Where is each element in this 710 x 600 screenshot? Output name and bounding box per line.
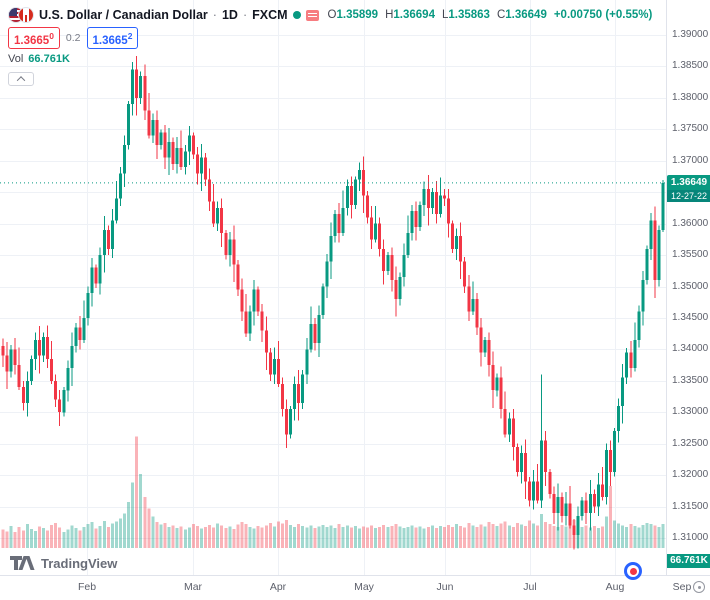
news-icon[interactable]	[305, 9, 319, 21]
time-axis-label: Sep	[672, 581, 692, 593]
tradingview-logo[interactable]: TradingView	[10, 556, 117, 571]
price-axis-label: 1.38500	[672, 60, 709, 72]
time-axis-label: Mar	[183, 581, 203, 593]
price-axis-label: 1.35000	[672, 280, 709, 292]
high-value: 1.36694	[393, 9, 435, 21]
chevron-up-icon	[16, 76, 26, 85]
change-value: +0.00750 (+0.55%)	[553, 9, 653, 21]
volume-layer	[1, 436, 665, 548]
spread-value: 0.2	[65, 32, 81, 44]
low-label: L	[441, 9, 449, 21]
price-axis-label: 1.37500	[672, 123, 709, 135]
volume-value-tag: 66.761K	[667, 554, 710, 568]
time-axis-label: Apr	[269, 581, 287, 593]
price-axis-label: 1.36000	[672, 217, 709, 229]
candlestick-plot[interactable]	[0, 0, 666, 575]
last-price-value: 1.36649	[670, 176, 708, 188]
ask-button[interactable]: 1.36652	[86, 26, 139, 50]
price-axis-label: 1.38000	[672, 91, 709, 103]
bar-countdown: 12-27-22	[667, 189, 710, 202]
price-axis-label: 1.33000	[672, 406, 709, 418]
volume-label: Vol	[8, 53, 24, 65]
bid-button[interactable]: 1.36650	[8, 26, 60, 50]
close-value: 1.36649	[505, 9, 547, 21]
tradingview-wordmark: TradingView	[41, 556, 118, 571]
price-axis-label: 1.31000	[672, 532, 709, 543]
price-axis-label: 1.33500	[672, 374, 709, 386]
open-label: O	[327, 9, 337, 21]
time-axis-label: Jun	[436, 581, 454, 593]
ohlc-values: O1.35899 H1.36694 L1.35863 C1.36649 +0.0…	[328, 9, 653, 21]
separator-dot: ·	[242, 8, 248, 22]
price-axis-label: 1.37000	[672, 154, 709, 166]
volume-value: 66.761K	[28, 53, 70, 65]
canada-flag-icon	[18, 7, 34, 23]
chart-canvas[interactable]	[0, 0, 666, 575]
bid-sup-digit: 0	[49, 30, 54, 41]
last-price-tag: 1.36649 12-27-22	[667, 174, 710, 202]
symbol-row: U.S. Dollar / Canadian Dollar · 1D · FXC…	[8, 6, 652, 24]
price-axis-label: 1.32000	[672, 469, 709, 481]
low-value: 1.35863	[448, 9, 490, 21]
ask-sup-digit: 2	[127, 30, 133, 41]
time-axis[interactable]: Feb Mar Apr May Jun Jul Aug Sep	[0, 575, 710, 600]
chart-legend: U.S. Dollar / Canadian Dollar · 1D · FXC…	[8, 6, 652, 86]
price-axis-label: 1.39000	[672, 29, 709, 40]
symbol-title[interactable]: U.S. Dollar / Canadian Dollar	[39, 8, 208, 22]
tradingview-mark-icon	[10, 556, 35, 571]
close-label: C	[496, 9, 506, 21]
separator-dot: ·	[212, 8, 217, 22]
price-axis-label: 1.35500	[672, 249, 709, 261]
symbol-flags	[8, 7, 34, 23]
time-axis-label: May	[354, 581, 374, 593]
candles-layer	[1, 55, 665, 550]
volume-row: Vol 66.761K	[8, 53, 652, 65]
bid-ask-row: 1.36650 0.2 1.36652	[8, 26, 652, 50]
exchange-label[interactable]: FXCM	[252, 8, 288, 22]
price-axis-label: 1.31500	[672, 500, 709, 512]
price-axis-label: 1.32500	[672, 437, 709, 449]
timeframe-label[interactable]: 1D	[221, 8, 238, 22]
price-axis[interactable]: 1.36649 12-27-22 66.761K 1.39000 1.38500 1…	[666, 0, 710, 575]
market-status-dot-icon	[292, 11, 301, 19]
event-bullseye-icon[interactable]	[624, 562, 642, 580]
price-axis-label: 1.34500	[672, 311, 709, 323]
collapse-legend-button[interactable]	[8, 72, 34, 86]
axis-settings-target-icon[interactable]	[693, 581, 705, 593]
price-axis-label: 1.34000	[672, 343, 709, 355]
open-value: 1.35899	[336, 9, 379, 21]
time-axis-label: Jul	[523, 581, 537, 593]
time-axis-label: Feb	[77, 581, 97, 593]
time-axis-label: Aug	[605, 581, 625, 593]
high-label: H	[385, 9, 394, 21]
